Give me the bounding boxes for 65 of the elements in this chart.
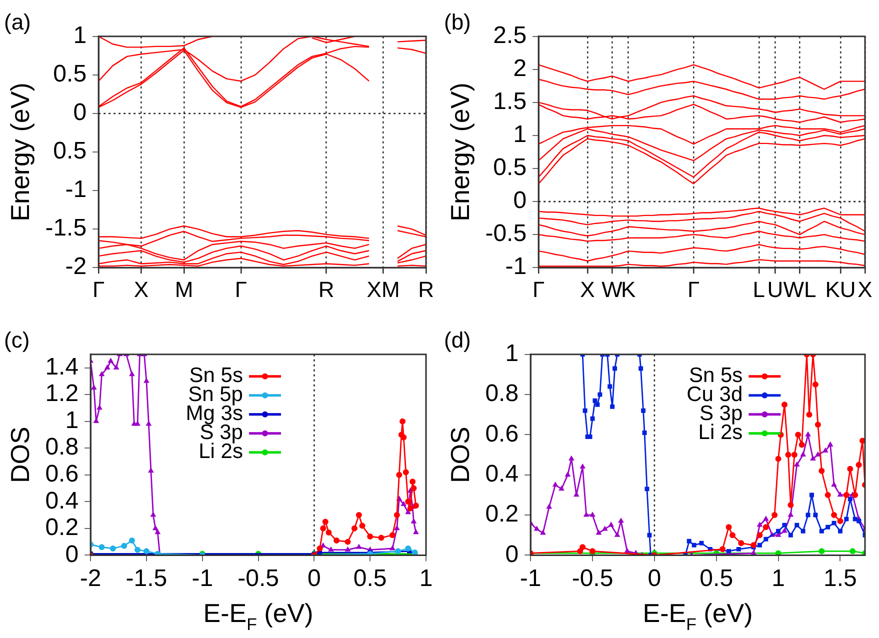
y-tick-label: 0.2 xyxy=(485,500,519,528)
y-tick-label: 1 xyxy=(505,340,519,368)
x-tick-label: 1.5 xyxy=(824,565,857,592)
y-tick-label: 2 xyxy=(513,55,527,82)
y-tick-label: 0.8 xyxy=(45,434,79,461)
chart-title: (d) xyxy=(444,327,471,352)
x-tick-label: R xyxy=(318,276,334,302)
chart-title: (c) xyxy=(4,327,30,352)
x-tick-label: R xyxy=(418,276,434,302)
chart-title: (b) xyxy=(444,9,471,34)
y-tick-label: 0 xyxy=(513,187,527,214)
x-tick-label: XM xyxy=(366,276,400,302)
x-tick-label: 1 xyxy=(419,565,433,592)
x-tick-label: -0.5 xyxy=(238,565,279,592)
x-tick-label: Γ xyxy=(532,276,545,302)
y-tick-label: 1.2 xyxy=(45,380,79,408)
x-tick-label: X xyxy=(858,276,873,302)
y-tick-label: 0.4 xyxy=(485,460,519,488)
x-tick-label: Γ xyxy=(92,276,105,302)
x-tick-label: W xyxy=(602,276,623,302)
y-tick-label: 0.6 xyxy=(485,420,519,448)
x-tick-label: Γ xyxy=(234,276,247,302)
y-tick-label: 0.8 xyxy=(485,380,519,408)
y-tick-label: -0.5 xyxy=(485,220,527,248)
x-tick-label: M xyxy=(174,276,194,302)
y-tick-label: -1.5 xyxy=(45,214,87,242)
y-tick-label: 1 xyxy=(65,406,79,434)
y-axis-title: DOS xyxy=(444,426,475,483)
x-tick-label: X xyxy=(580,276,596,302)
y-tick-label: 0.5 xyxy=(493,154,527,182)
x-tick-label: 0.5 xyxy=(700,565,734,592)
y-axis-title: DOS xyxy=(4,426,35,483)
y-tick-label: -1 xyxy=(505,253,527,280)
y-tick-label: 0.5 xyxy=(53,60,87,88)
x-tick-label: L xyxy=(752,276,766,302)
x-tick-label: 0 xyxy=(308,565,321,592)
y-tick-label: -1 xyxy=(65,176,87,204)
y-tick-label: -2 xyxy=(65,253,87,280)
y-tick-label: 0 xyxy=(73,99,87,126)
x-tick-label: 0.5 xyxy=(353,565,387,592)
x-tick-label: -1.5 xyxy=(126,565,168,592)
y-axis-title: Energy (eV) xyxy=(4,82,35,222)
y-tick-label: 0 xyxy=(505,540,519,568)
x-tick-label: 1 xyxy=(772,565,785,592)
x-tick-label: 0 xyxy=(648,565,662,592)
x-tick-label: X xyxy=(134,276,149,302)
y-tick-label: 1 xyxy=(73,22,87,50)
y-tick-label: 2.5 xyxy=(493,22,527,50)
x-tick-label: -0.5 xyxy=(572,565,614,592)
y-tick-label: 0.5 xyxy=(53,138,87,165)
legend-label: Cu 3d xyxy=(686,383,743,406)
y-tick-label: 1 xyxy=(513,121,527,148)
y-tick-label: 0.6 xyxy=(45,460,79,488)
x-tick-label: WL xyxy=(783,276,816,302)
y-tick-label: 1.4 xyxy=(45,353,79,380)
y-tick-label: 0 xyxy=(65,540,79,568)
y-tick-label: 1.5 xyxy=(493,88,527,116)
x-tick-label: -1 xyxy=(192,565,214,592)
chart-title: (a) xyxy=(4,9,31,34)
y-tick-label: 0.2 xyxy=(45,514,79,542)
x-tick-label: KU xyxy=(825,276,856,302)
y-tick-label: 0.4 xyxy=(45,487,79,514)
x-tick-label: Γ xyxy=(688,276,700,302)
y-axis-title: Energy (eV) xyxy=(444,82,475,222)
x-tick-label: U xyxy=(767,276,784,302)
